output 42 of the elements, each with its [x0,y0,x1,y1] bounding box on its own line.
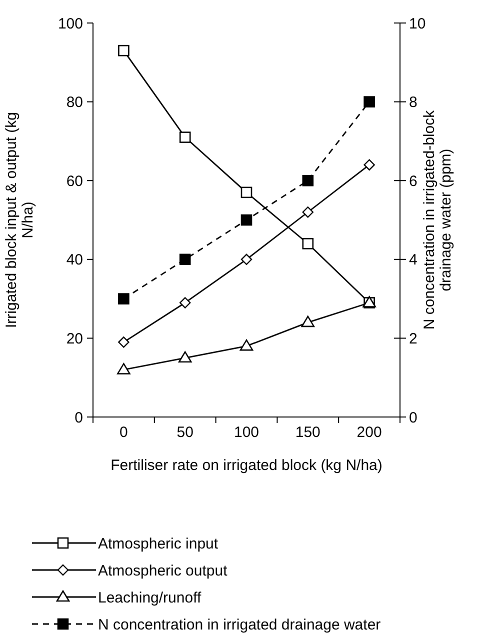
point [364,96,375,108]
point [240,214,252,226]
x-tick-label: 150 [295,424,320,441]
point [302,206,314,218]
x-axis-title: Fertiliser rate on irrigated block (kg N/ha) [110,457,382,474]
y-tick-label: 40 [66,252,83,269]
y-tick-label: 0 [74,409,83,426]
legend-label: N concentration in irrigated drainage water [98,616,381,634]
point [301,316,315,328]
y2-tick-label: 10 [409,15,426,32]
y-tick-label: 100 [58,15,83,32]
point [302,174,314,186]
y-axis-title: Irrigated block input & output (kg N/ha) [2,112,36,328]
point [118,293,130,304]
y-tick-label: 20 [66,330,83,348]
point [180,297,191,308]
point [240,186,252,198]
y2-axis-title: N concentration in irrigated-block drainage water (ppm) [420,110,454,330]
legend-label: Leaching/runoff [98,589,202,606]
point [364,159,375,170]
y2-tick-label: 6 [409,172,418,190]
point [118,44,130,56]
legend-label: Atmospheric output [98,562,228,580]
x-tick-label: 100 [234,424,260,441]
y-tick-label: 60 [66,172,83,190]
y2-tick-label: 2 [409,330,418,348]
point [302,238,314,250]
point [179,132,191,143]
y2-tick-label: 0 [409,409,418,426]
point [118,336,130,348]
point [240,254,252,265]
x-tick-label: 200 [356,424,382,441]
point [117,363,130,374]
point [240,339,254,351]
point [178,351,192,363]
point [179,254,191,266]
legend-label: Atmospheric input [98,535,219,552]
x-tick-label: 50 [176,424,194,441]
y2-tick-label: 8 [409,94,418,112]
x-tick-label: 0 [120,424,128,441]
y-tick-label: 80 [66,94,83,112]
y2-tick-label: 4 [409,252,418,269]
